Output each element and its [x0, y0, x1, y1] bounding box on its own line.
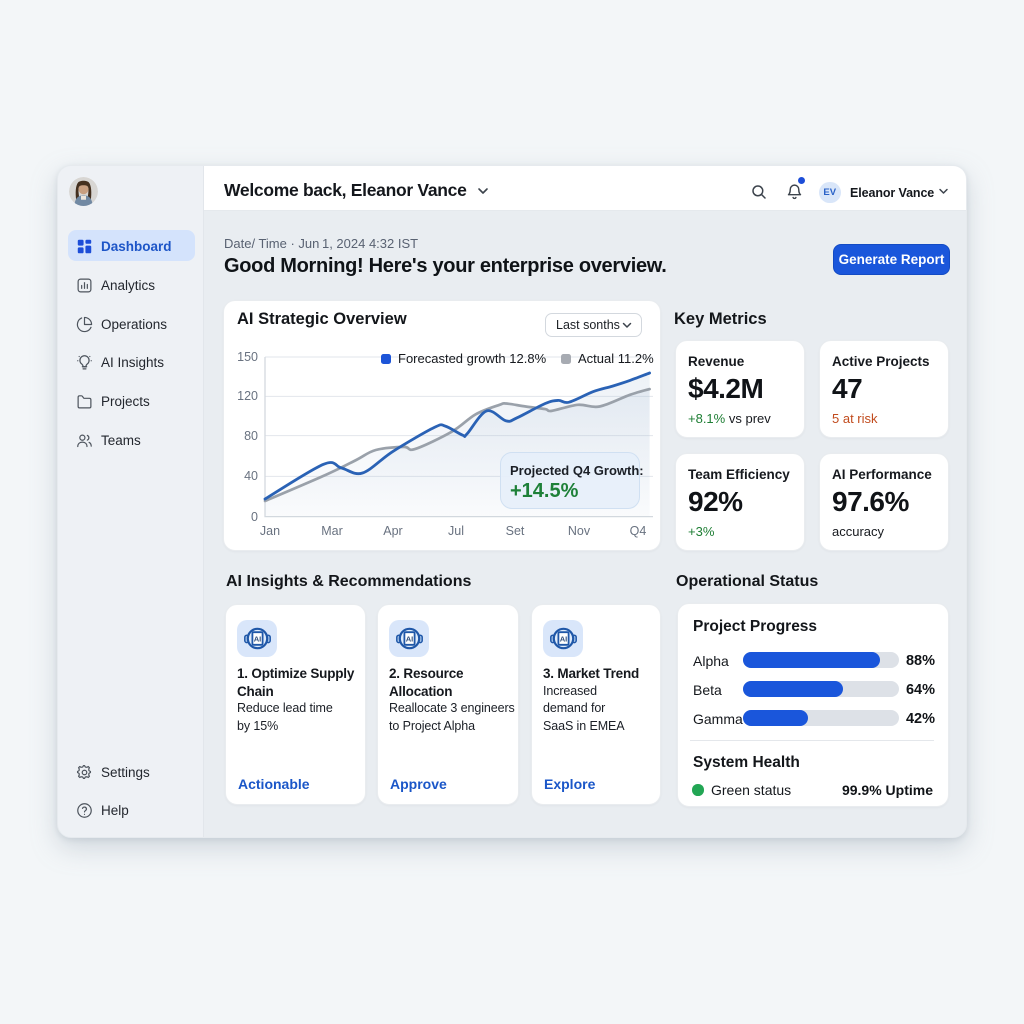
svg-text:AI: AI — [559, 635, 567, 644]
svg-text:AI: AI — [405, 635, 413, 644]
svg-text:AI: AI — [253, 635, 261, 644]
